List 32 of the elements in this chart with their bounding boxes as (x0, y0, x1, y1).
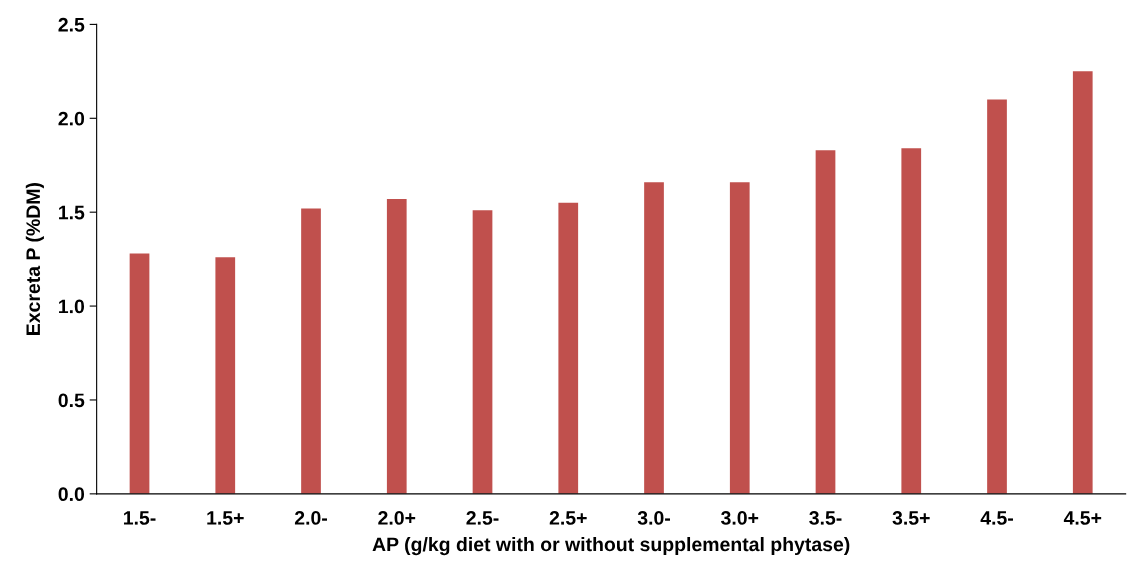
x-tick-label: 4.5+ (1063, 511, 1102, 525)
x-tick-label: 3.5+ (892, 511, 930, 525)
y-tick-label: 0.0 (58, 487, 85, 502)
x-tick-label: 3.0- (637, 511, 670, 525)
x-tick-label: 4.5- (980, 511, 1013, 525)
x-tick-label: 1.5- (123, 511, 156, 525)
bar (815, 150, 836, 494)
bar (472, 210, 493, 494)
bar (901, 148, 922, 494)
y-tick-label: 0.5 (58, 393, 85, 408)
x-tick-label: 2.5- (466, 511, 499, 525)
bar (1072, 71, 1093, 494)
bar (644, 182, 664, 494)
bar (129, 253, 150, 494)
x-tick-label: 2.0- (294, 511, 327, 525)
bar (729, 182, 750, 494)
y-tick-label: 1.5 (59, 205, 85, 220)
y-axis-title: Excreta P (%DM) (25, 183, 44, 335)
y-tick-label: 2.5 (58, 17, 85, 32)
y-tick-label: 2.0 (58, 111, 85, 126)
x-tick-label: 2.5+ (549, 511, 587, 525)
bar (386, 199, 407, 494)
x-axis-title: AP (g/kg diet with or without supplemental phytase) (372, 536, 850, 556)
x-tick-label: 3.5- (809, 511, 842, 525)
x-tick-label: 3.0+ (721, 511, 759, 525)
bar (558, 202, 579, 494)
bar (301, 208, 321, 494)
x-tick-label: 2.0+ (378, 511, 416, 525)
x-tick-label: 1.5+ (207, 511, 244, 525)
y-tick-label: 1.0 (59, 299, 85, 314)
bar (215, 257, 236, 494)
bar (987, 99, 1007, 494)
